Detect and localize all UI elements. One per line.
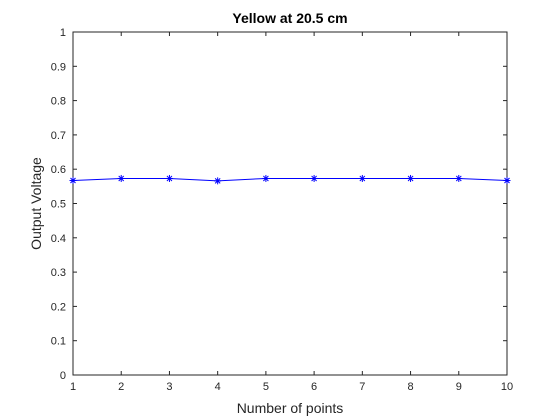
x-tick-label: 8 [407,381,413,393]
x-tick-label: 2 [118,381,124,393]
data-point [117,174,125,182]
y-tick-label: 1 [60,27,66,39]
y-tick-label: 0.7 [51,130,66,142]
data-point [262,174,270,182]
y-tick-label: 0.3 [51,267,66,279]
y-tick-label: 0.9 [51,61,66,73]
data-point [310,174,318,182]
x-tick-label: 6 [311,381,317,393]
axis-ticks: 1 2 3 4 5 6 7 8 9 10 0 0.1 0.2 0.3 0.4 0.5 0.6 0.7 0.8 0.9 1 [51,27,513,393]
x-axis-label: Number of points [237,400,344,416]
plot-area [72,31,508,376]
data-point [358,174,366,182]
y-tick-label: 0.4 [51,233,66,245]
x-tick-label: 1 [70,381,76,393]
x-tick-label: 10 [501,381,513,393]
chart-title: Yellow at 20.5 cm [232,10,347,26]
y-tick-label: 0.1 [51,336,66,348]
data-point [455,174,463,182]
data-point [165,174,173,182]
x-tick-label: 9 [456,381,462,393]
x-tick-label: 7 [359,381,365,393]
data-point [214,177,222,185]
series-line [72,177,508,182]
x-tick-label: 4 [215,381,221,393]
y-tick-label: 0 [60,370,66,382]
y-axis-label: Output Voltage [28,157,44,250]
y-tick-label: 0.2 [51,301,66,313]
x-tick-label: 3 [166,381,172,393]
data-point [503,177,511,185]
y-tick-label: 0.6 [51,164,66,176]
data-point [407,174,415,182]
x-tick-label: 5 [263,381,269,393]
y-tick-label: 0.8 [51,96,66,108]
y-tick-label: 0.5 [51,199,66,211]
data-point [69,177,77,185]
series-layer [69,174,511,185]
